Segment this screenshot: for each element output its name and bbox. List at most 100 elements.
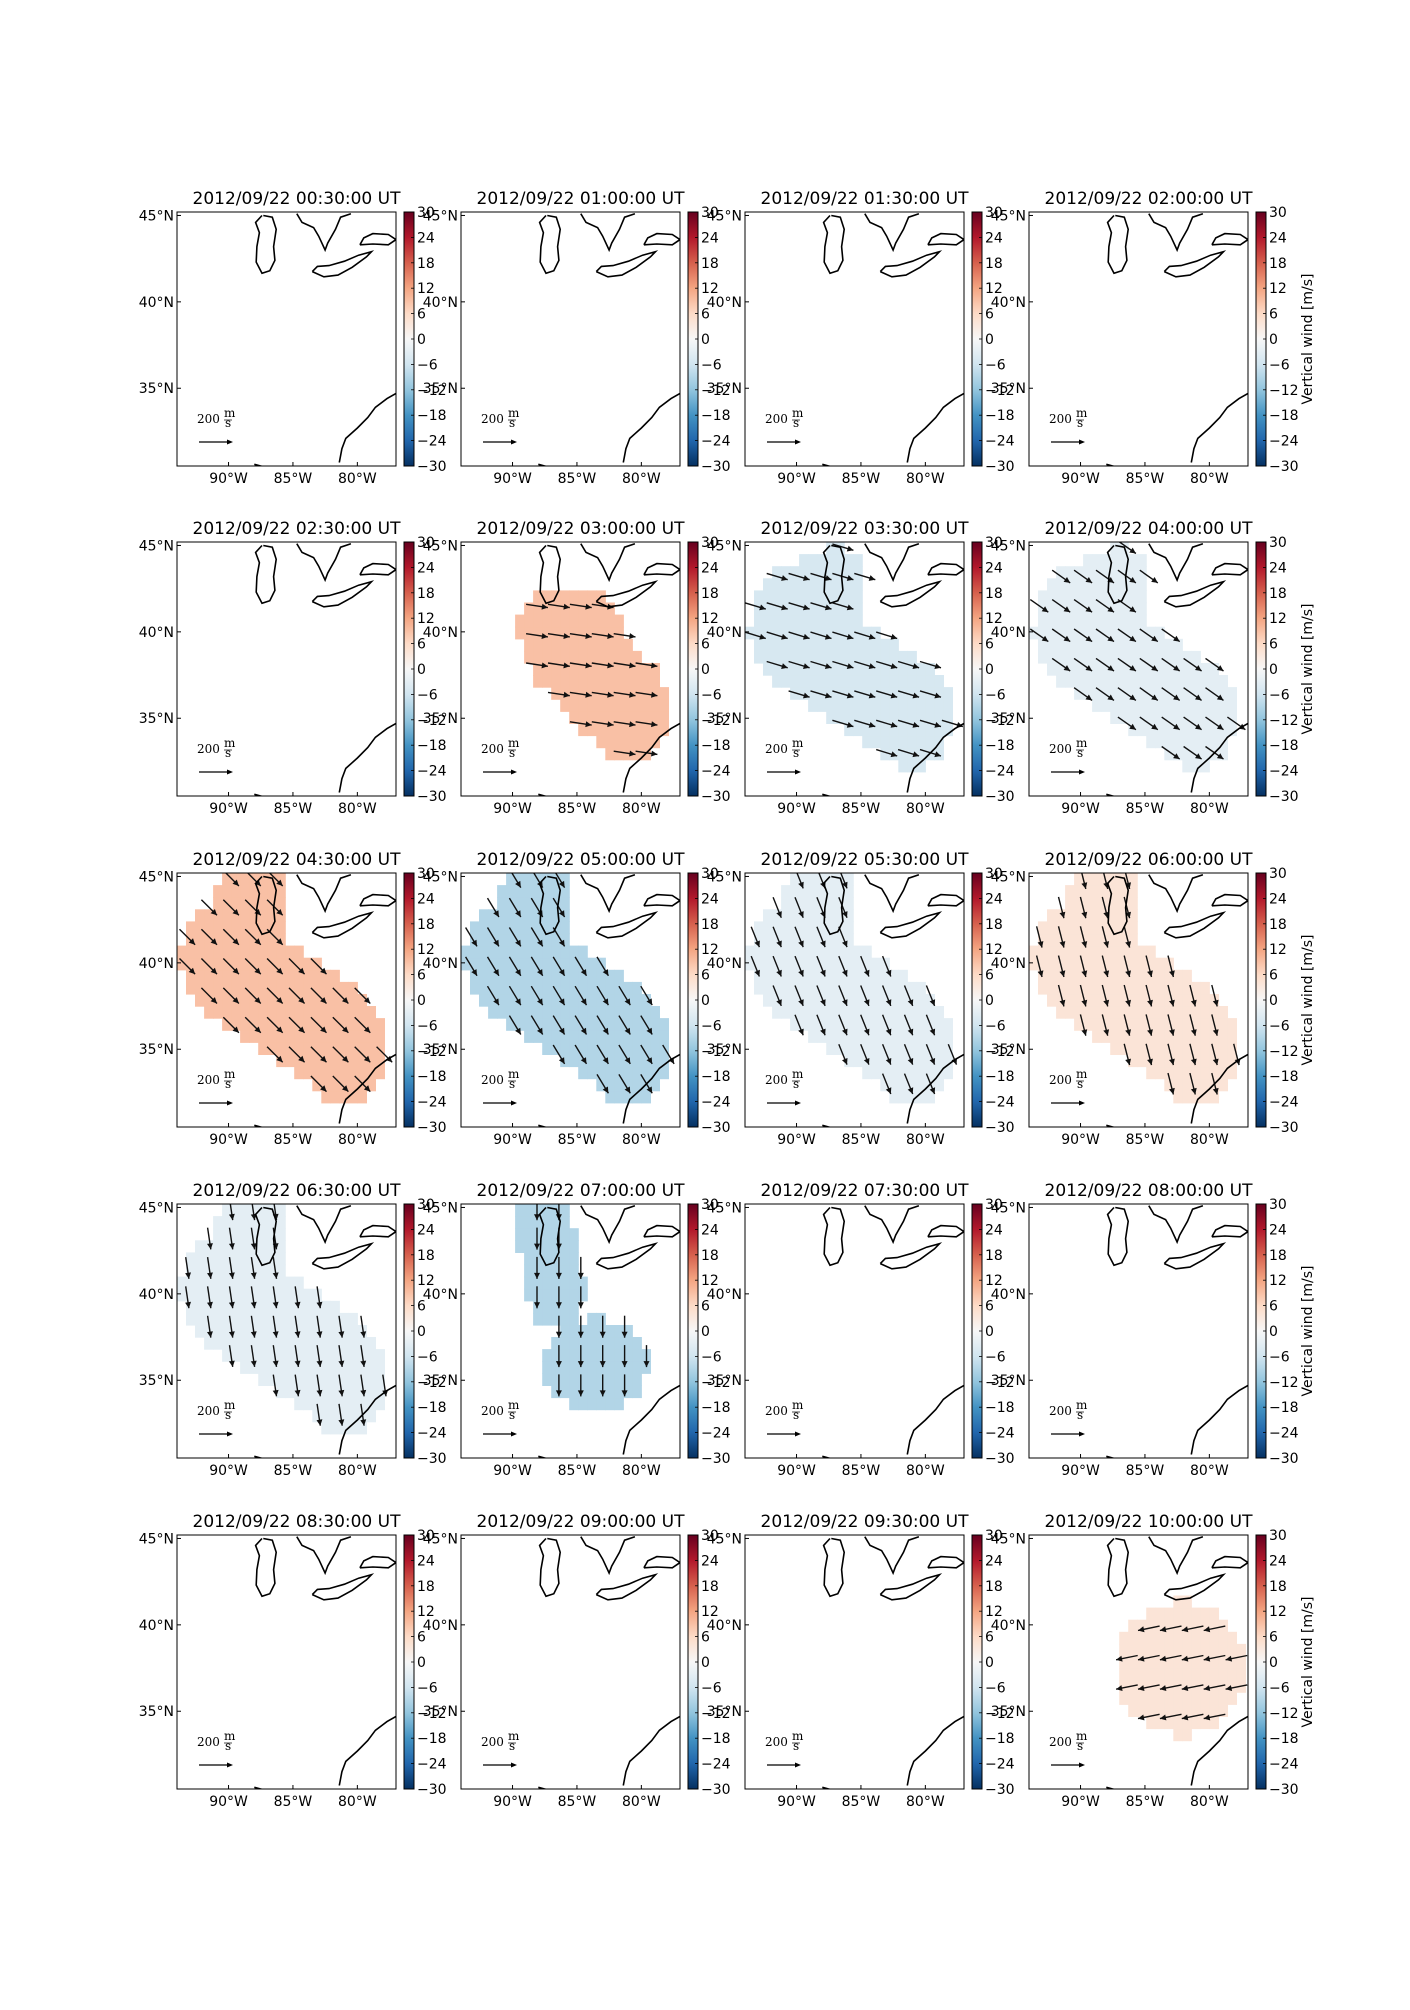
wind-cell [790, 663, 800, 676]
wind-cell [853, 602, 863, 616]
wind-cell [375, 1385, 385, 1399]
wind-cell [1191, 650, 1201, 664]
wind-vector [272, 1345, 279, 1368]
wind-cell [560, 1361, 570, 1374]
coastline [1190, 1053, 1248, 1124]
wind-cell [835, 897, 845, 910]
wind-cell [659, 1054, 669, 1068]
wind-vector [200, 928, 218, 946]
wind-cell [1101, 554, 1111, 567]
wind-cell [258, 873, 268, 886]
wind-cell [623, 675, 633, 688]
wind-cell [1173, 1643, 1183, 1657]
wind-cell [623, 1018, 633, 1031]
wind-cell [1218, 675, 1228, 688]
wind-cell [578, 957, 588, 971]
wind-cell [898, 663, 908, 676]
wind-cell [1137, 981, 1147, 995]
wind-cell [303, 1337, 313, 1350]
wind-cell [781, 626, 791, 640]
wind-cell [366, 1337, 376, 1350]
wind-cell [817, 897, 827, 910]
wind-cell [623, 1361, 633, 1374]
wind-cell [1029, 957, 1039, 971]
wind-cell [506, 994, 516, 1007]
wind-cell [357, 1337, 367, 1350]
wind-cell [826, 873, 836, 886]
wind-cell [880, 711, 890, 724]
wind-cell [587, 1337, 597, 1350]
wind-cell [303, 1030, 313, 1043]
colorbar-tick-label: 12 [985, 942, 1003, 958]
wind-cell [790, 578, 800, 591]
wind-cell [587, 1361, 597, 1374]
wind-cell [826, 957, 836, 971]
wind-cell [898, 1054, 908, 1068]
wind-cell [641, 1066, 651, 1080]
wind-cell [551, 1276, 561, 1290]
wind-cell [614, 638, 624, 652]
wind-vector [1161, 657, 1181, 672]
wind-cell [560, 1373, 570, 1386]
wind-cell [506, 1018, 516, 1031]
x-tick-label: 90°W [209, 801, 248, 817]
wind-cell [1092, 945, 1102, 959]
wind-cell [186, 1288, 196, 1302]
wind-cell [835, 602, 845, 616]
coastline [311, 250, 375, 278]
wind-cell [1191, 1090, 1201, 1104]
coastline [296, 212, 352, 253]
wind-vector [838, 955, 848, 977]
wind-cell [231, 1349, 241, 1362]
colorbar-tick-label: −6 [1269, 1018, 1290, 1034]
wind-cell [569, 969, 579, 983]
scale-label: 200 [481, 742, 504, 756]
wind-cell [1101, 885, 1111, 898]
wind-cell [339, 1421, 349, 1435]
wind-cell [605, 650, 615, 664]
wind-cell [569, 1264, 579, 1278]
wind-cell [605, 1325, 615, 1338]
wind-cell [249, 945, 259, 959]
wind-cell [1164, 1668, 1174, 1681]
scale-unit-den: s [225, 746, 231, 760]
coastline [254, 875, 278, 936]
wind-cell [258, 1325, 268, 1338]
colorbar-tick-label: −6 [701, 357, 722, 373]
y-tick-label: 40°N [707, 295, 742, 311]
wind-cell [853, 554, 863, 567]
colorbar-tick-label: −12 [417, 1706, 447, 1722]
y-tick-label: 40°N [139, 625, 174, 641]
wind-cell [1146, 1042, 1156, 1055]
coastline [538, 1206, 562, 1267]
colorbar-tick-label: 18 [701, 586, 719, 602]
wind-cell [551, 1349, 561, 1362]
wind-cell [1047, 614, 1057, 628]
wind-cell [1074, 1006, 1084, 1019]
wind-cell [258, 1216, 268, 1229]
colorbar-tick-label: 0 [1269, 1655, 1278, 1671]
wind-cell [204, 1240, 214, 1253]
wind-cell [267, 1300, 277, 1314]
wind-cell [772, 566, 782, 579]
wind-cell [826, 687, 836, 700]
wind-cell [1182, 1643, 1192, 1657]
wind-cell [826, 566, 836, 579]
wind-cell [560, 1288, 570, 1302]
wind-cell [533, 1276, 543, 1290]
wind-cell [1128, 699, 1138, 712]
wind-cell [213, 933, 223, 947]
wind-cell [763, 590, 773, 604]
wind-cell [240, 885, 250, 898]
wind-cell [312, 1006, 322, 1019]
wind-cell [1200, 1030, 1210, 1043]
map-frame [1028, 1203, 1249, 1459]
wind-cell [569, 1373, 579, 1386]
wind-cell [587, 687, 597, 700]
y-tick-label: 45°N [707, 538, 742, 554]
wind-cell [844, 994, 854, 1007]
wind-cell [524, 1030, 534, 1043]
wind-cell [524, 1288, 534, 1302]
wind-cell [862, 957, 872, 971]
